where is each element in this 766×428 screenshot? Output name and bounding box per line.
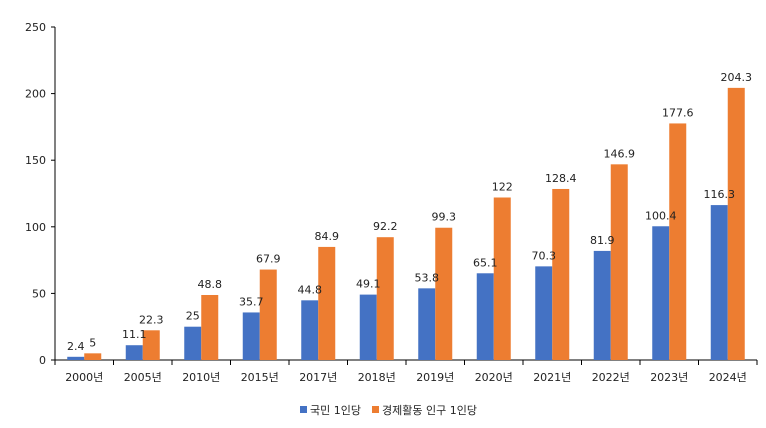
bar-series-1 xyxy=(125,345,143,360)
data-label-series-1: 100.4 xyxy=(645,209,677,222)
data-label-series-2: 22.3 xyxy=(139,313,164,326)
data-label-series-2: 48.8 xyxy=(198,278,223,291)
x-tick-label: 2019년 xyxy=(416,371,454,384)
bar-series-2 xyxy=(142,330,160,360)
data-label-series-2: 122 xyxy=(492,180,513,193)
bar-series-2 xyxy=(318,246,336,360)
bar-series-1 xyxy=(476,273,494,360)
bar-series-1 xyxy=(359,294,377,360)
legend-label-series-2: 경제활동 인구 1인당 xyxy=(382,403,477,417)
bar-series-2 xyxy=(435,227,453,360)
bars xyxy=(67,87,745,360)
bar-series-2 xyxy=(552,188,570,360)
data-label-series-1: 2.4 xyxy=(67,340,85,353)
data-label-series-2: 84.9 xyxy=(315,230,340,243)
data-labels: 2.4 11.1 25 35.7 44.8 49.1 53.8 65.1 70.3 81.9 100… xyxy=(67,71,752,353)
y-axis: 0 50 100 150 200 250 xyxy=(25,21,56,367)
bar-series-2 xyxy=(669,123,687,360)
y-tick-label: 50 xyxy=(32,287,46,300)
legend-swatch-series-1 xyxy=(300,406,307,413)
bar-series-1 xyxy=(535,266,553,360)
data-label-series-1: 70.3 xyxy=(532,249,557,262)
bar-series-2 xyxy=(84,353,102,360)
x-tick-label: 2023년 xyxy=(650,371,688,384)
x-tick-label: 2010년 xyxy=(182,371,220,384)
bar-series-1 xyxy=(652,226,670,360)
y-tick-label: 0 xyxy=(39,354,46,367)
data-label-series-2: 177.6 xyxy=(662,106,694,119)
bar-series-1 xyxy=(67,356,85,360)
data-label-series-1: 53.8 xyxy=(415,271,440,284)
y-tick-label: 200 xyxy=(25,88,46,101)
data-label-series-1: 11.1 xyxy=(122,328,147,341)
data-label-series-2: 99.3 xyxy=(432,211,457,224)
data-label-series-1: 49.1 xyxy=(356,278,381,291)
data-label-series-1: 116.3 xyxy=(704,188,736,201)
data-label-series-1: 81.9 xyxy=(590,234,615,247)
bar-series-1 xyxy=(593,250,611,360)
data-label-series-1: 25 xyxy=(186,310,200,323)
bar-series-1 xyxy=(710,205,728,360)
legend-swatch-series-2 xyxy=(372,406,379,413)
data-label-series-1: 65.1 xyxy=(473,256,498,269)
data-label-series-2: 204.3 xyxy=(721,71,753,84)
bar-series-2 xyxy=(259,269,277,360)
x-tick-label: 2021년 xyxy=(533,371,571,384)
bar-series-1 xyxy=(184,326,202,360)
x-tick-label: 2015년 xyxy=(241,371,279,384)
y-tick-label: 150 xyxy=(25,154,46,167)
x-tick-label: 2005년 xyxy=(124,371,162,384)
legend-label-series-1: 국민 1인당 xyxy=(310,404,361,417)
data-label-series-2: 5 xyxy=(89,336,96,349)
bar-series-2 xyxy=(727,87,745,360)
bar-series-1 xyxy=(301,300,319,360)
bar-series-2 xyxy=(201,294,219,360)
bar-series-2 xyxy=(376,237,394,360)
data-label-series-2: 128.4 xyxy=(545,172,577,185)
data-label-series-1: 35.7 xyxy=(239,295,264,308)
data-label-series-1: 44.8 xyxy=(298,283,323,296)
bar-series-2 xyxy=(610,164,628,360)
y-tick-label: 250 xyxy=(25,21,46,34)
x-tick-label: 2000년 xyxy=(65,371,103,384)
data-label-series-2: 92.2 xyxy=(373,220,398,233)
data-label-series-2: 146.9 xyxy=(604,147,636,160)
x-tick-label: 2018년 xyxy=(358,371,396,384)
bar-series-2 xyxy=(493,197,511,360)
legend: 국민 1인당 경제활동 인구 1인당 xyxy=(300,403,477,417)
data-label-series-2: 67.9 xyxy=(256,253,281,266)
bar-series-1 xyxy=(242,312,260,360)
x-tick-label: 2022년 xyxy=(592,371,630,384)
bar-series-1 xyxy=(418,288,436,360)
x-tick-label: 2017년 xyxy=(299,371,337,384)
x-tick-label: 2024년 xyxy=(709,371,747,384)
y-tick-label: 100 xyxy=(25,221,46,234)
x-axis: 2000년 2005년 2010년 2015년 2017년 2018년 2019년 2020년… xyxy=(54,359,758,384)
x-tick-label: 2020년 xyxy=(475,371,513,384)
